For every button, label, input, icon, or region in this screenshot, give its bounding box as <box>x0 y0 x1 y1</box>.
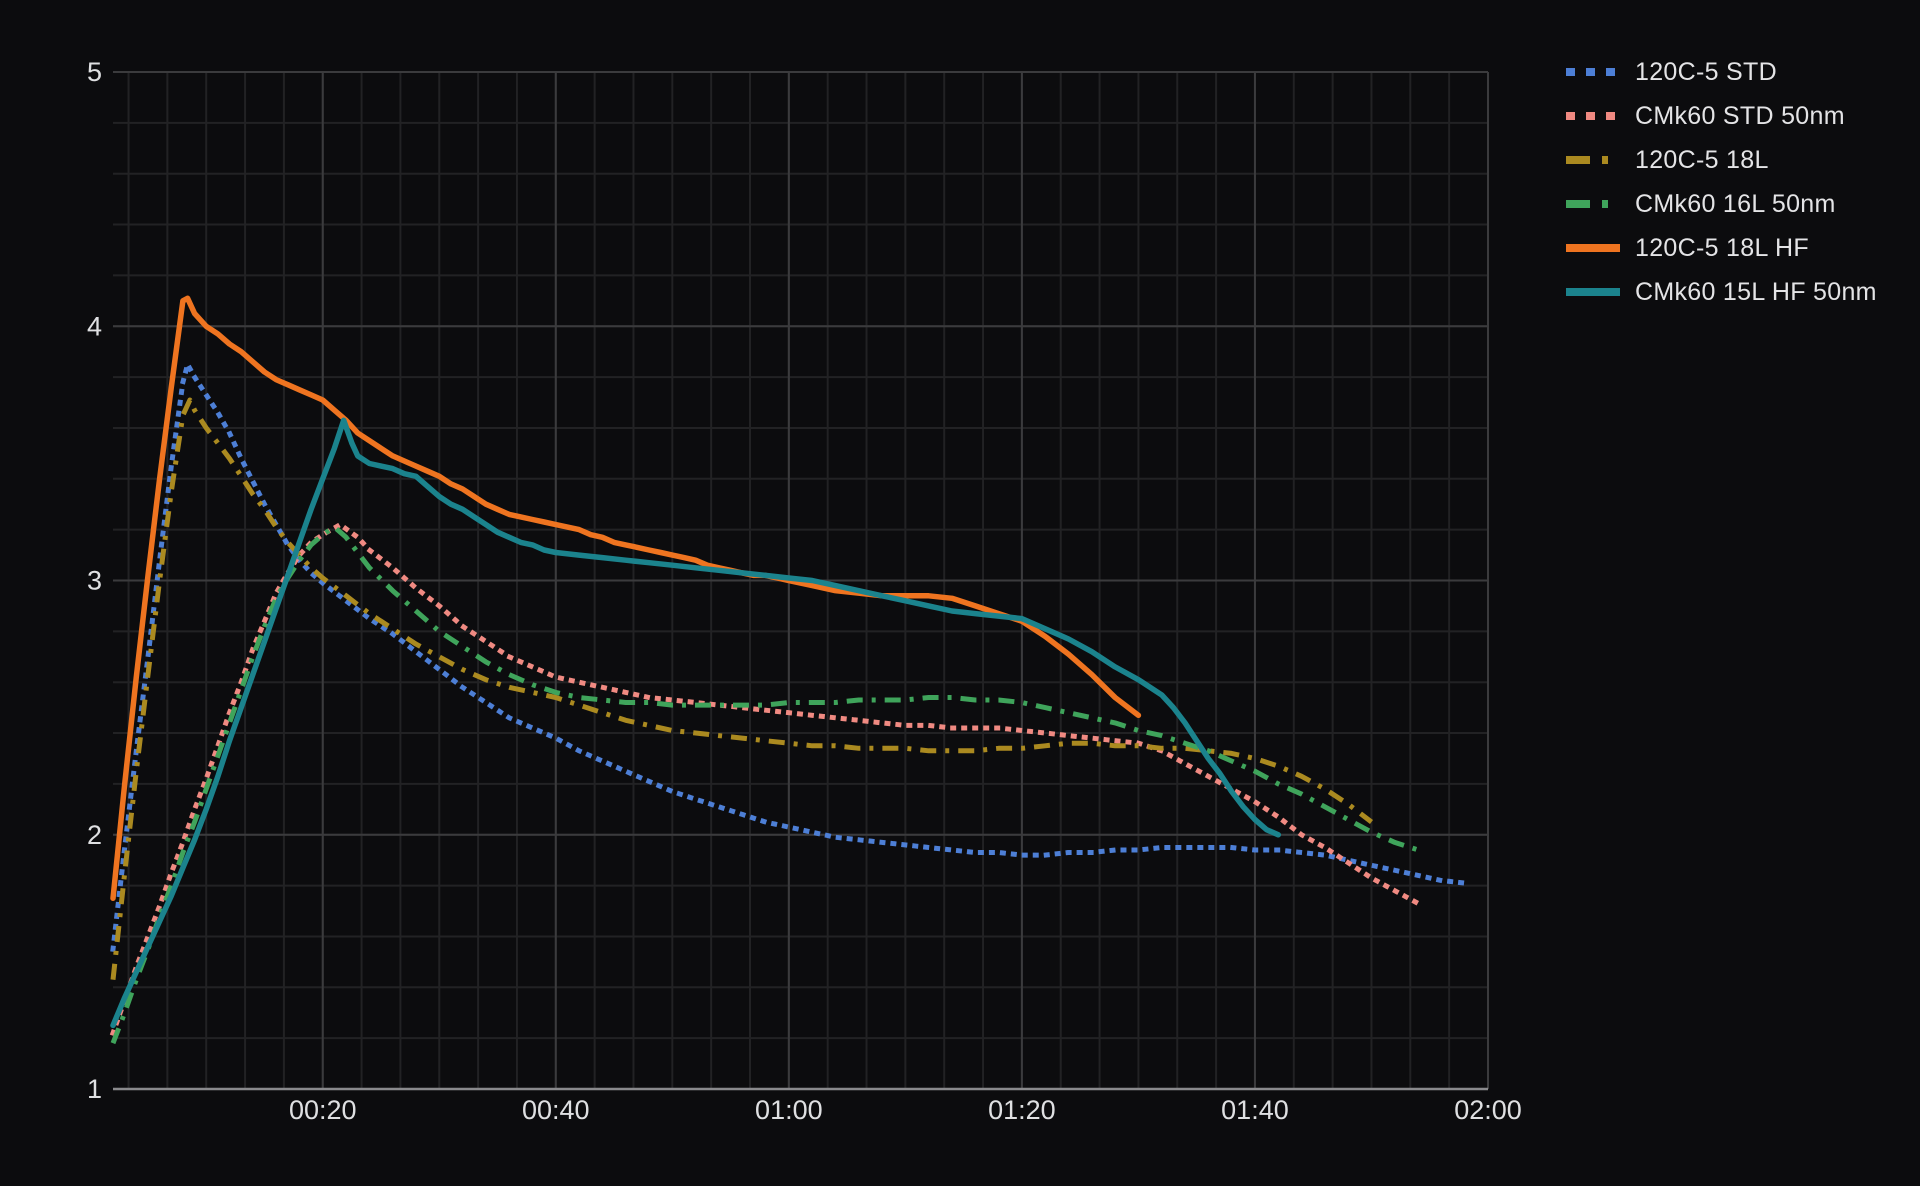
y-axis-tick-labels: 5 4 3 2 1 <box>87 57 102 1104</box>
y-tick-label-1: 4 <box>87 311 102 341</box>
legend-item-120c-5-18l-hf[interactable]: 120C-5 18L HF <box>1566 226 1877 270</box>
series-line-120c-5-18l <box>110 397 1374 980</box>
x-tick-label-2: 01:00 <box>755 1095 823 1125</box>
legend-swatch-dotted-icon <box>1566 112 1620 120</box>
legend-swatch-solid-icon <box>1566 244 1620 252</box>
legend-label: 120C-5 18L HF <box>1635 233 1809 262</box>
legend-item-cmk60-16l-50nm[interactable]: CMk60 16L 50nm <box>1566 182 1877 226</box>
legend-item-cmk60-15l-hf-50nm[interactable]: CMk60 15L HF 50nm <box>1566 270 1877 314</box>
legend-label: CMk60 15L HF 50nm <box>1635 277 1877 306</box>
x-tick-label-0: 00:20 <box>289 1095 357 1125</box>
y-tick-label-2: 3 <box>87 566 102 596</box>
x-axis-tick-labels: 00:20 00:40 01:00 01:20 01:40 02:00 <box>289 1095 1522 1125</box>
series-line-120c-5-std <box>110 361 1468 952</box>
legend-swatch-solid-icon <box>1566 288 1620 296</box>
legend-label: CMk60 STD 50nm <box>1635 101 1845 130</box>
series-line-120c-5-18l-hf <box>110 295 1142 902</box>
legend-item-120c-5-18l[interactable]: 120C-5 18L <box>1566 138 1877 182</box>
x-tick-label-4: 01:40 <box>1221 1095 1289 1125</box>
y-tick-label-3: 2 <box>87 820 102 850</box>
legend-swatch-dashdot-icon <box>1566 156 1620 164</box>
series-line-cmk60-15l-hf-50nm <box>110 417 1282 1029</box>
legend-swatch-dashdot-icon <box>1566 200 1620 208</box>
x-tick-label-3: 01:20 <box>988 1095 1056 1125</box>
x-tick-label-1: 00:40 <box>522 1095 590 1125</box>
legend-label: 120C-5 18L <box>1635 145 1769 174</box>
legend-item-cmk60-std-50nm[interactable]: CMk60 STD 50nm <box>1566 94 1877 138</box>
y-tick-label-4: 1 <box>87 1074 102 1104</box>
legend-swatch-dotted-icon <box>1566 68 1620 76</box>
legend-label: CMk60 16L 50nm <box>1635 189 1836 218</box>
x-tick-label-5: 02:00 <box>1454 1095 1522 1125</box>
series-lines <box>109 295 1468 1045</box>
legend-item-120c-5-std[interactable]: 120C-5 STD <box>1566 50 1877 94</box>
legend-label: 120C-5 STD <box>1635 57 1777 86</box>
y-tick-label-0: 5 <box>87 57 102 87</box>
series-line-cmk60-16l-50nm <box>110 524 1419 1045</box>
legend: 120C-5 STD CMk60 STD 50nm 120C-5 18L CMk60 … <box>1566 50 1877 314</box>
